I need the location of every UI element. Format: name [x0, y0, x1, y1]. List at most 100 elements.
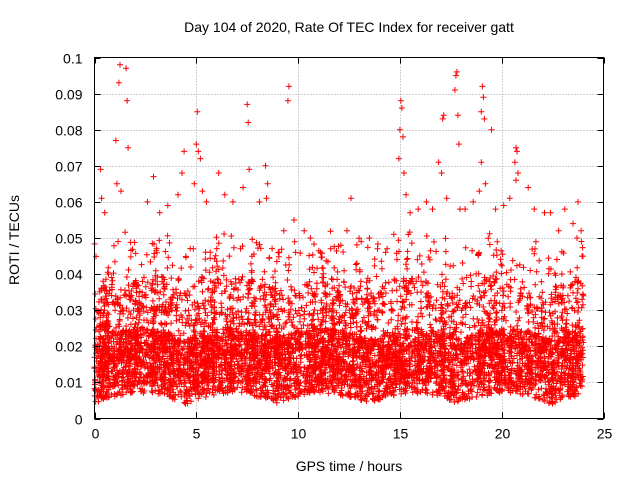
data-point [514, 350, 520, 357]
data-point [191, 322, 198, 329]
data-point [196, 305, 203, 312]
data-point [529, 375, 535, 382]
data-point [96, 288, 103, 295]
data-point [463, 303, 469, 310]
data-point [449, 336, 456, 342]
data-point [527, 267, 534, 274]
data-point [147, 258, 154, 265]
data-point [450, 318, 457, 325]
data-point [248, 280, 255, 287]
data-point [209, 389, 216, 396]
data-point [486, 230, 493, 237]
data-point [367, 370, 374, 377]
data-point [298, 331, 305, 338]
data-point [190, 385, 197, 392]
data-point [486, 363, 493, 369]
data-point [172, 304, 179, 311]
data-point [283, 390, 290, 397]
data-point [518, 328, 525, 335]
data-point [514, 372, 521, 379]
data-point [204, 387, 211, 394]
data-point [175, 391, 182, 398]
data-point [360, 359, 367, 366]
data-point [479, 280, 486, 287]
data-point [467, 356, 474, 363]
data-point [138, 371, 145, 377]
data-point [222, 288, 229, 295]
data-point [376, 387, 383, 394]
data-point [385, 320, 392, 326]
data-point [540, 301, 547, 308]
data-point [384, 245, 391, 252]
data-point [124, 314, 131, 321]
data-point [467, 344, 474, 351]
data-point [92, 315, 99, 322]
data-point [284, 348, 291, 355]
data-point [239, 243, 246, 250]
data-point [313, 280, 320, 287]
data-point [455, 301, 462, 308]
data-point [460, 280, 467, 287]
data-point [574, 289, 581, 296]
data-point [467, 304, 474, 311]
data-point [105, 264, 112, 271]
data-point [281, 374, 288, 381]
data-point [493, 275, 500, 282]
data-point [427, 247, 434, 254]
data-point [298, 351, 305, 358]
data-point [528, 339, 535, 346]
data-point [136, 299, 143, 306]
data-point [466, 324, 473, 331]
data-point [433, 317, 440, 324]
data-point [509, 328, 516, 335]
data-point [322, 290, 329, 297]
data-point [300, 322, 307, 328]
data-point [368, 293, 375, 299]
data-point [218, 300, 225, 307]
data-point [265, 393, 272, 400]
data-point [454, 304, 461, 311]
data-point [403, 288, 410, 295]
data-point [253, 387, 260, 394]
data-point [292, 386, 299, 393]
data-point [541, 323, 548, 330]
data-point [371, 256, 378, 263]
data-point [93, 253, 99, 260]
data-point [507, 323, 514, 330]
data-point [173, 301, 180, 308]
data-point [138, 388, 145, 395]
data-point [386, 389, 393, 396]
data-point [537, 377, 544, 383]
data-point [526, 290, 532, 297]
data-point [184, 288, 191, 295]
data-point [354, 393, 361, 400]
data-point [457, 359, 464, 366]
data-point [507, 389, 514, 396]
data-point [433, 297, 440, 304]
data-point [404, 255, 411, 262]
data-point [169, 262, 176, 269]
data-point [238, 277, 245, 283]
data-point [252, 386, 259, 393]
data-point [337, 392, 344, 399]
data-point [94, 308, 101, 315]
data-point [252, 365, 259, 372]
data-point [151, 250, 158, 257]
data-point [199, 300, 206, 307]
data-point [541, 338, 548, 345]
data-point [289, 322, 296, 329]
data-point [573, 299, 580, 306]
data-point [407, 279, 414, 286]
data-point [213, 234, 220, 241]
data-point [447, 396, 454, 403]
data-point [163, 336, 170, 342]
data-point [143, 337, 150, 344]
data-point [203, 390, 210, 397]
data-point [207, 249, 214, 256]
data-point [200, 386, 207, 393]
data-point [508, 267, 514, 273]
data-point [280, 397, 287, 404]
data-point [572, 295, 579, 302]
data-point [341, 349, 348, 356]
